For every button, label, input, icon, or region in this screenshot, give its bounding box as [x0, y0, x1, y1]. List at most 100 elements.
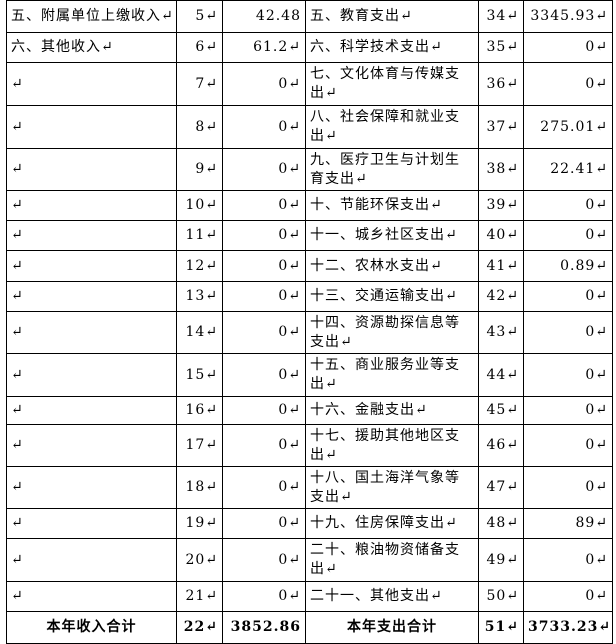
expense-amount: 0.89↵ [523, 250, 613, 282]
table-row: ↵ 16↵ 0↵ 十六、金融支出↵ 45↵ 0↵ [6, 396, 613, 425]
income-amount: 42.48 [222, 0, 306, 33]
income-item: ↵ [6, 62, 177, 106]
row-number: 11↵ [176, 220, 223, 251]
row-number: 9↵ [176, 148, 223, 191]
expense-amount: 0↵ [523, 190, 613, 221]
expense-amount: 0↵ [523, 466, 613, 509]
expense-amount: 0↵ [523, 311, 613, 354]
expense-amount: 0↵ [523, 353, 613, 397]
row-number: 12↵ [176, 250, 223, 282]
row-number: 43↵ [478, 311, 524, 354]
row-number: 37↵ [478, 105, 524, 149]
expense-item: 十七、援助其他地区支出↵ [305, 424, 479, 467]
expense-item: 五、教育支出↵ [305, 0, 479, 33]
expense-amount: 275.01↵ [523, 105, 613, 149]
row-number: 19↵ [176, 508, 223, 539]
income-amount: 0↵ [222, 424, 306, 467]
row-number: 50↵ [478, 581, 524, 612]
income-amount: 0↵ [222, 250, 306, 282]
row-number: 6↵ [176, 32, 223, 63]
row-number: 22↵ [176, 611, 223, 644]
income-amount: 0↵ [222, 190, 306, 221]
income-item: ↵ [6, 396, 177, 425]
income-amount: 0↵ [222, 353, 306, 397]
income-item: ↵ [6, 250, 177, 282]
expense-item: 十五、商业服务业等支出↵ [305, 353, 479, 397]
row-number: 8↵ [176, 105, 223, 149]
row-number: 13↵ [176, 281, 223, 312]
row-number: 47↵ [478, 466, 524, 509]
income-amount: 0↵ [222, 62, 306, 106]
income-item: ↵ [6, 466, 177, 509]
income-item: ↵ [6, 190, 177, 221]
income-item: 五、附属单位上缴收入↵ [6, 0, 177, 33]
income-item: ↵ [6, 148, 177, 191]
expense-item: 十八、国土海洋气象等支出↵ [305, 466, 479, 509]
expense-item: 九、医疗卫生与计划生育支出↵ [305, 148, 479, 191]
expense-item: 七、文化体育与传媒支出↵ [305, 62, 479, 106]
expense-item: 二十、粮油物资储备支出↵ [305, 538, 479, 582]
row-number: 42↵ [478, 281, 524, 312]
row-number: 34↵ [478, 0, 524, 33]
income-amount: 0↵ [222, 281, 306, 312]
total-row: 本年收入合计 22↵ 3852.86 本年支出合计 51↵ 3733.23↵ [6, 611, 613, 644]
table-row: ↵ 18↵ 0↵ 十八、国土海洋气象等支出↵ 47↵ 0↵ [6, 466, 613, 509]
row-number: 14↵ [176, 311, 223, 354]
row-number: 20↵ [176, 538, 223, 582]
row-number: 46↵ [478, 424, 524, 467]
income-item: ↵ [6, 105, 177, 149]
row-number: 48↵ [478, 508, 524, 539]
row-number: 45↵ [478, 396, 524, 425]
income-amount: 0↵ [222, 396, 306, 425]
row-number: 16↵ [176, 396, 223, 425]
table-row: ↵ 17↵ 0↵ 十七、援助其他地区支出↵ 46↵ 0↵ [6, 424, 613, 467]
income-amount: 0↵ [222, 105, 306, 149]
expense-item: 十三、交通运输支出↵ [305, 281, 479, 312]
expense-item: 六、科学技术支出↵ [305, 32, 479, 63]
row-number: 5↵ [176, 0, 223, 33]
table-row: 五、附属单位上缴收入↵ 5↵ 42.48 五、教育支出↵ 34↵ 3345.93↵ [6, 0, 613, 33]
income-item: ↵ [6, 508, 177, 539]
table-row: ↵ 8↵ 0↵ 八、社会保障和就业支出↵ 37↵ 275.01↵ [6, 105, 613, 149]
income-item: 六、其他收入↵ [6, 32, 177, 63]
expense-item: 十四、资源勘探信息等支出↵ [305, 311, 479, 354]
budget-table: 五、附属单位上缴收入↵ 5↵ 42.48 五、教育支出↵ 34↵ 3345.93↵ 六、其他… [6, 0, 613, 644]
expense-amount: 0↵ [523, 220, 613, 251]
income-item: ↵ [6, 281, 177, 312]
table-row: ↵ 14↵ 0↵ 十四、资源勘探信息等支出↵ 43↵ 0↵ [6, 311, 613, 354]
table-row: ↵ 10↵ 0↵ 十、节能环保支出↵ 39↵ 0↵ [6, 190, 613, 221]
income-amount: 3852.86 [222, 611, 306, 644]
income-item: ↵ [6, 424, 177, 467]
table-row: ↵ 11↵ 0↵ 十一、城乡社区支出↵ 40↵ 0↵ [6, 220, 613, 251]
expense-amount: 0↵ [523, 424, 613, 467]
expense-item: 十九、住房保障支出↵ [305, 508, 479, 539]
table-row: ↵ 9↵ 0↵ 九、医疗卫生与计划生育支出↵ 38↵ 22.41↵ [6, 148, 613, 191]
table-row: ↵ 15↵ 0↵ 十五、商业服务业等支出↵ 44↵ 0↵ [6, 353, 613, 397]
expense-amount: 0↵ [523, 581, 613, 612]
row-number: 39↵ [478, 190, 524, 221]
expense-amount: 3345.93↵ [523, 0, 613, 33]
row-number: 38↵ [478, 148, 524, 191]
expense-amount: 0↵ [523, 281, 613, 312]
expense-item: 二十一、其他支出↵ [305, 581, 479, 612]
table-body: 五、附属单位上缴收入↵ 5↵ 42.48 五、教育支出↵ 34↵ 3345.93↵ 六、其他… [6, 0, 613, 644]
table-row: ↵ 13↵ 0↵ 十三、交通运输支出↵ 42↵ 0↵ [6, 281, 613, 312]
income-amount: 0↵ [222, 466, 306, 509]
income-amount: 0↵ [222, 220, 306, 251]
row-number: 35↵ [478, 32, 524, 63]
expense-amount: 0↵ [523, 62, 613, 106]
expense-amount: 3733.23↵ [523, 611, 613, 644]
expense-amount: 89↵ [523, 508, 613, 539]
expense-item: 本年支出合计 [305, 611, 479, 644]
row-number: 21↵ [176, 581, 223, 612]
row-number: 36↵ [478, 62, 524, 106]
income-amount: 0↵ [222, 148, 306, 191]
income-item: ↵ [6, 220, 177, 251]
table-row: ↵ 21↵ 0↵ 二十一、其他支出↵ 50↵ 0↵ [6, 581, 613, 612]
income-amount: 61.2↵ [222, 32, 306, 63]
income-amount: 0↵ [222, 311, 306, 354]
row-number: 41↵ [478, 250, 524, 282]
income-item: ↵ [6, 538, 177, 582]
expense-item: 十一、城乡社区支出↵ [305, 220, 479, 251]
